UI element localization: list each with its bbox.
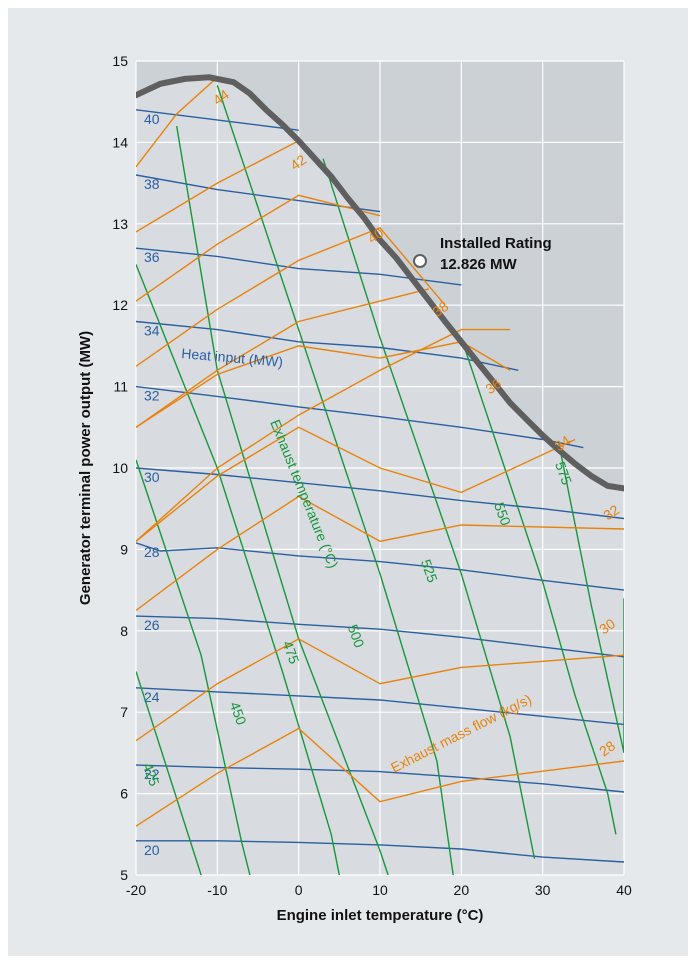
installed-rating-marker[interactable] [413, 254, 427, 268]
x-tick-label: -20 [126, 882, 146, 898]
exhaust-temperature-value-label: 450 [227, 700, 250, 728]
heat-input-value-label: 32 [144, 388, 160, 404]
y-tick-label: 11 [113, 379, 128, 395]
mass-flow-line [136, 426, 576, 542]
mass-flow-line [136, 495, 624, 612]
x-axis-label: Engine inlet temperature (°C) [277, 907, 484, 924]
y-tick-label: 9 [120, 541, 128, 557]
exhaust-temperature-line [136, 264, 340, 875]
heat-input-line [136, 385, 584, 449]
heat-input-value-label: 24 [144, 689, 160, 705]
heat-input-value-label: 34 [144, 322, 160, 338]
y-tick-label: 8 [120, 623, 128, 639]
y-tick-label: 15 [112, 53, 128, 69]
installed-rating-value: 12.826 MW [440, 256, 518, 273]
heat-input-line [136, 687, 624, 726]
mass-flow-line [136, 140, 300, 233]
chart-frame: -20 -10 0 10 20 30 40 5 6 7 8 9 10 11 12 13 14 15 40 38 36 3… [8, 8, 688, 956]
heat-input-line [136, 320, 519, 371]
y-tick-label: 10 [112, 460, 128, 476]
exhaust-temperature-value-label: 550 [491, 500, 514, 528]
heat-input-value-label: 30 [144, 469, 160, 485]
heat-input-value-label: 36 [144, 249, 160, 265]
exhaust-temperature-line [558, 443, 624, 754]
x-tick-label: 0 [295, 882, 303, 898]
mass-flow-line [136, 727, 624, 827]
exhaust-temperature-value-label: 575 [552, 459, 575, 487]
heat-input-line [136, 615, 624, 658]
y-axis-label: Generator terminal power output (MW) [77, 331, 94, 605]
performance-chart: -20 -10 0 10 20 30 40 5 6 7 8 9 10 11 12 13 14 15 40 38 36 3… [77, 53, 632, 924]
y-tick-label: 6 [120, 786, 128, 802]
heat-input-value-label: 20 [144, 842, 160, 858]
heat-input-line [136, 109, 299, 131]
x-tick-label: 40 [616, 882, 632, 898]
y-tick-label: 14 [112, 134, 128, 150]
exhaust-temperature-line [136, 671, 202, 875]
x-tick-label: 30 [535, 882, 551, 898]
heat-input-value-label: 40 [144, 111, 160, 127]
heat-input-value-label: 38 [144, 176, 160, 192]
exhaust-temperature-line [460, 337, 617, 835]
mass-flow-line [136, 227, 446, 367]
y-tick-label: 5 [120, 867, 128, 883]
exhaust-temperature-value-label: 525 [418, 557, 441, 585]
heat-input-value-label: 28 [144, 544, 160, 560]
heat-input-line [136, 764, 624, 793]
mass-flow-line [136, 341, 511, 428]
power-limit-curve [136, 74, 624, 492]
exhaust-temperature-value-label: 475 [280, 639, 303, 667]
y-tick-label: 12 [112, 297, 128, 313]
heat-input-line [136, 542, 624, 591]
shaded-region [136, 61, 624, 489]
heat-input-line [136, 467, 624, 520]
heat-input-value-label: 26 [144, 617, 160, 633]
heat-input-line [136, 247, 462, 286]
exhaust-temperature-line [136, 459, 251, 875]
exhaust-temperature-line [216, 85, 454, 875]
exhaust-temperature-value-label: 425 [140, 761, 163, 789]
mass-flow-line [136, 76, 218, 168]
x-tick-label: 10 [372, 882, 388, 898]
mass-flow-line [136, 288, 429, 428]
y-tick-label: 13 [112, 216, 128, 232]
exhaust-temperature-line [322, 158, 536, 859]
mass-flow-line [136, 328, 511, 542]
installed-rating-title: Installed Rating [440, 235, 552, 252]
y-tick-label: 7 [120, 704, 128, 720]
x-tick-label: 20 [454, 882, 470, 898]
heat-input-value-label: 22 [144, 766, 160, 782]
x-tick-label: -10 [207, 882, 227, 898]
heat-input-line [136, 174, 381, 213]
exhaust-temperature-value-label: 500 [345, 622, 368, 650]
mass-flow-line [136, 638, 624, 742]
heat-input-line [136, 840, 624, 863]
mass-flow-line [136, 194, 381, 302]
